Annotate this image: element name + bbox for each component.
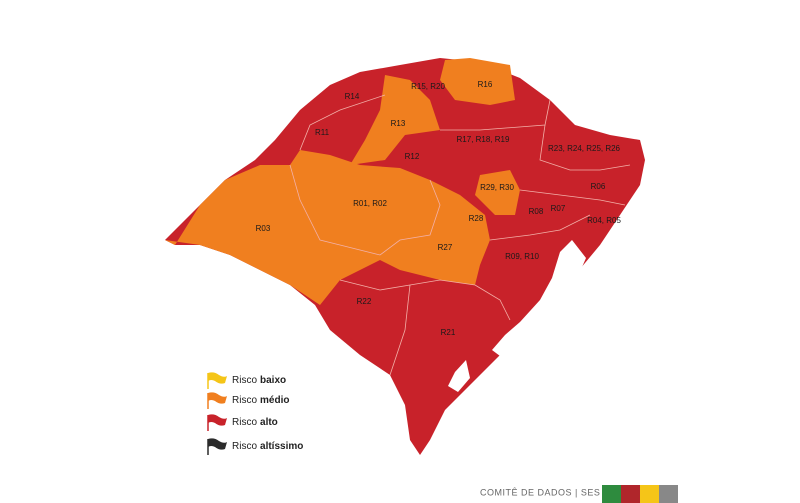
- region-label: R23, R24, R25, R26: [548, 144, 621, 153]
- region-label: R17, R18, R19: [457, 135, 510, 144]
- region-border: [519, 189, 626, 206]
- map: [165, 58, 645, 455]
- flag-icon: [208, 372, 227, 384]
- region-label: R16: [478, 80, 493, 89]
- flag-icon: [208, 438, 227, 450]
- region-orange: [350, 75, 440, 165]
- legend-level: baixo: [260, 375, 286, 386]
- lagoon: [448, 360, 470, 392]
- color-square: [659, 485, 678, 503]
- legend-label: Risco: [232, 417, 257, 428]
- legend-text: Risco alto: [232, 417, 278, 428]
- footer-colors: [602, 485, 678, 503]
- flag-icon: [208, 392, 227, 404]
- region-label: R04, R05: [587, 216, 621, 225]
- region-border: [289, 164, 441, 256]
- color-square: [621, 485, 640, 503]
- color-square: [640, 485, 659, 503]
- region-label: R21: [441, 328, 456, 337]
- region-label: R08: [529, 207, 544, 216]
- region-label: R11: [315, 128, 330, 137]
- legend-label: Risco: [232, 375, 257, 386]
- legend-level: alto: [260, 417, 278, 428]
- region-label: R07: [551, 204, 566, 213]
- region-label: R14: [345, 92, 360, 101]
- flag-icon: [208, 414, 227, 426]
- region-label: R09, R10: [505, 252, 539, 261]
- region-labels: R14 R15, R20 R16 R11 R13 R17, R18, R19 R12 R23,…: [256, 80, 622, 337]
- footer-text: COMITÊ DE DADOS | SES: [480, 487, 600, 497]
- region-label: R28: [469, 214, 484, 223]
- lagoon: [492, 240, 586, 356]
- region-label: R22: [357, 297, 372, 306]
- region-border: [539, 124, 631, 171]
- region-label: R29, R30: [480, 183, 514, 192]
- region-border: [299, 94, 386, 151]
- region-label: R06: [591, 182, 606, 191]
- legend-text: Risco altíssimo: [232, 441, 303, 452]
- region-orange: [165, 150, 490, 305]
- region-label: R13: [391, 119, 406, 128]
- legend-level: médio: [260, 395, 289, 406]
- legend-text: Risco médio: [232, 395, 289, 406]
- region-border: [389, 284, 411, 376]
- color-square: [602, 485, 621, 503]
- region-label: R12: [405, 152, 420, 161]
- region-label: R03: [256, 224, 271, 233]
- region-border: [440, 99, 551, 131]
- region-border: [489, 214, 591, 241]
- region-label: R01, R02: [353, 199, 387, 208]
- region-label: R15, R20: [411, 82, 445, 91]
- region-label: R27: [438, 243, 453, 252]
- region-border: [474, 284, 511, 321]
- legend-text: Risco baixo: [232, 375, 286, 386]
- region-orange: [440, 58, 515, 105]
- legend-label: Risco: [232, 395, 257, 406]
- legend-level: altíssimo: [260, 441, 303, 452]
- legend-label: Risco: [232, 441, 257, 452]
- region-orange: [475, 170, 520, 215]
